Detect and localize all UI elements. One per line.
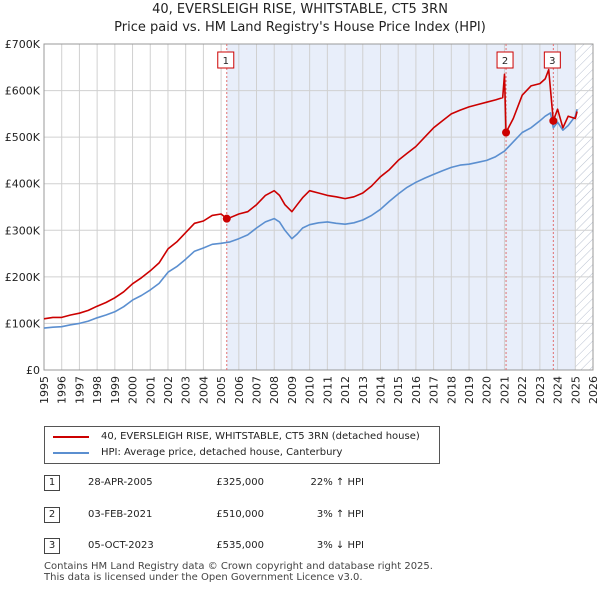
y-tick-label: £200K — [5, 271, 41, 284]
x-tick-label: 1998 — [91, 376, 104, 404]
y-tick-label: £600K — [5, 85, 41, 98]
sale-point — [222, 214, 231, 223]
sale-marker-label: 2 — [502, 56, 508, 67]
sale-hpi-diff: 3% ↑ HPI — [316, 509, 364, 520]
sale-marker-label: 3 — [549, 56, 555, 67]
plot-frame — [43, 43, 594, 371]
x-tick-label: 2018 — [445, 376, 458, 404]
sale-point — [502, 128, 511, 137]
legend-label-property: 40, EVERSLEIGH RISE, WHITSTABLE, CT5 3RN… — [101, 431, 420, 442]
x-tick-label: 2014 — [374, 376, 387, 404]
footer-copyright: Contains HM Land Registry data © Crown c… — [44, 561, 433, 572]
chart-subtitle: Price paid vs. HM Land Registry's House … — [114, 20, 486, 35]
x-tick-label: 2013 — [357, 376, 370, 404]
x-tick-label: 1996 — [56, 376, 69, 404]
sale-number: 2 — [44, 507, 60, 523]
legend-item-hpi: HPI: Average price, detached house, Cant… — [53, 447, 342, 458]
x-tick-label: 2015 — [392, 376, 405, 404]
sale-number: 3 — [44, 538, 60, 554]
sale-point — [549, 116, 558, 125]
footer-licence: This data is licensed under the Open Gov… — [44, 572, 363, 583]
sale-marker-label: 1 — [223, 56, 229, 67]
x-tick-label: 2008 — [268, 376, 281, 404]
sale-date: 28-APR-2005 — [88, 477, 153, 488]
x-tick-label: 2009 — [286, 376, 299, 404]
chart-title: 40, EVERSLEIGH RISE, WHITSTABLE, CT5 3RN — [152, 2, 448, 17]
x-tick-label: 2016 — [410, 376, 423, 404]
x-tick-label: 2012 — [339, 376, 352, 404]
x-tick-label: 2006 — [233, 376, 246, 404]
sale-date: 03-FEB-2021 — [88, 509, 153, 520]
sale-row: 2 03-FEB-2021 £510,000 3% ↑ HPI — [44, 507, 404, 525]
legend-swatch-hpi — [53, 451, 89, 454]
price-chart: £0 £100K £200K £300K £400K £500K £600K £700K 199… — [5, 38, 600, 404]
sale-date: 05-OCT-2023 — [88, 540, 154, 551]
sale-price: £535,000 — [216, 540, 264, 551]
x-tick-label: 2011 — [321, 376, 334, 404]
y-tick-label: £300K — [5, 224, 41, 237]
property-series-line — [43, 68, 578, 320]
sale-number: 1 — [44, 475, 60, 491]
x-tick-label: 2024 — [552, 376, 565, 404]
legend: 40, EVERSLEIGH RISE, WHITSTABLE, CT5 3RN… — [44, 426, 440, 464]
x-tick-label: 2010 — [304, 376, 317, 404]
x-tick-label: 2019 — [463, 376, 476, 404]
x-tick-label: 1997 — [73, 376, 86, 404]
x-tick-label: 2026 — [587, 376, 600, 404]
sale-marker-box — [543, 51, 561, 69]
x-tick-label: 2002 — [162, 376, 175, 404]
y-tick-label: £400K — [5, 178, 41, 191]
x-tick-label: 2004 — [197, 376, 210, 404]
x-tick-label: 2003 — [180, 376, 193, 404]
x-tick-label: 2007 — [251, 376, 264, 404]
y-tick-label: £0 — [26, 364, 40, 377]
sale-row: 1 28-APR-2005 £325,000 22% ↑ HPI — [44, 475, 404, 493]
sale-price: £325,000 — [216, 477, 264, 488]
x-tick-label: 2001 — [144, 376, 157, 404]
x-tick-label: 2021 — [498, 376, 511, 404]
x-tick-label: 2005 — [215, 376, 228, 404]
x-tick-label: 2017 — [428, 376, 441, 404]
legend-swatch-property — [53, 435, 89, 438]
x-tick-label: 1999 — [109, 376, 122, 404]
x-tick-label: 2020 — [481, 376, 494, 404]
x-tick-label: 2022 — [516, 376, 529, 404]
sale-marker-box — [217, 51, 235, 69]
hpi-series-line — [43, 109, 578, 329]
legend-label-hpi: HPI: Average price, detached house, Cant… — [101, 447, 343, 458]
sale-hpi-diff: 22% ↑ HPI — [310, 477, 364, 488]
x-tick-label: 1995 — [38, 376, 51, 404]
legend-item-property: 40, EVERSLEIGH RISE, WHITSTABLE, CT5 3RN… — [53, 431, 420, 442]
y-tick-label: £700K — [5, 38, 41, 51]
x-tick-label: 2025 — [569, 376, 582, 404]
x-tick-label: 2000 — [127, 376, 140, 404]
future-hatch-region — [575, 44, 593, 370]
y-tick-label: £500K — [5, 131, 41, 144]
x-tick-label: 2023 — [534, 376, 547, 404]
sale-price: £510,000 — [216, 509, 264, 520]
sale-marker-box — [496, 51, 514, 69]
sale-hpi-diff: 3% ↓ HPI — [316, 540, 364, 551]
y-tick-label: £100K — [5, 317, 41, 330]
sale-row: 3 05-OCT-2023 £535,000 3% ↓ HPI — [44, 538, 404, 556]
shaded-ownership-region — [226, 44, 576, 370]
